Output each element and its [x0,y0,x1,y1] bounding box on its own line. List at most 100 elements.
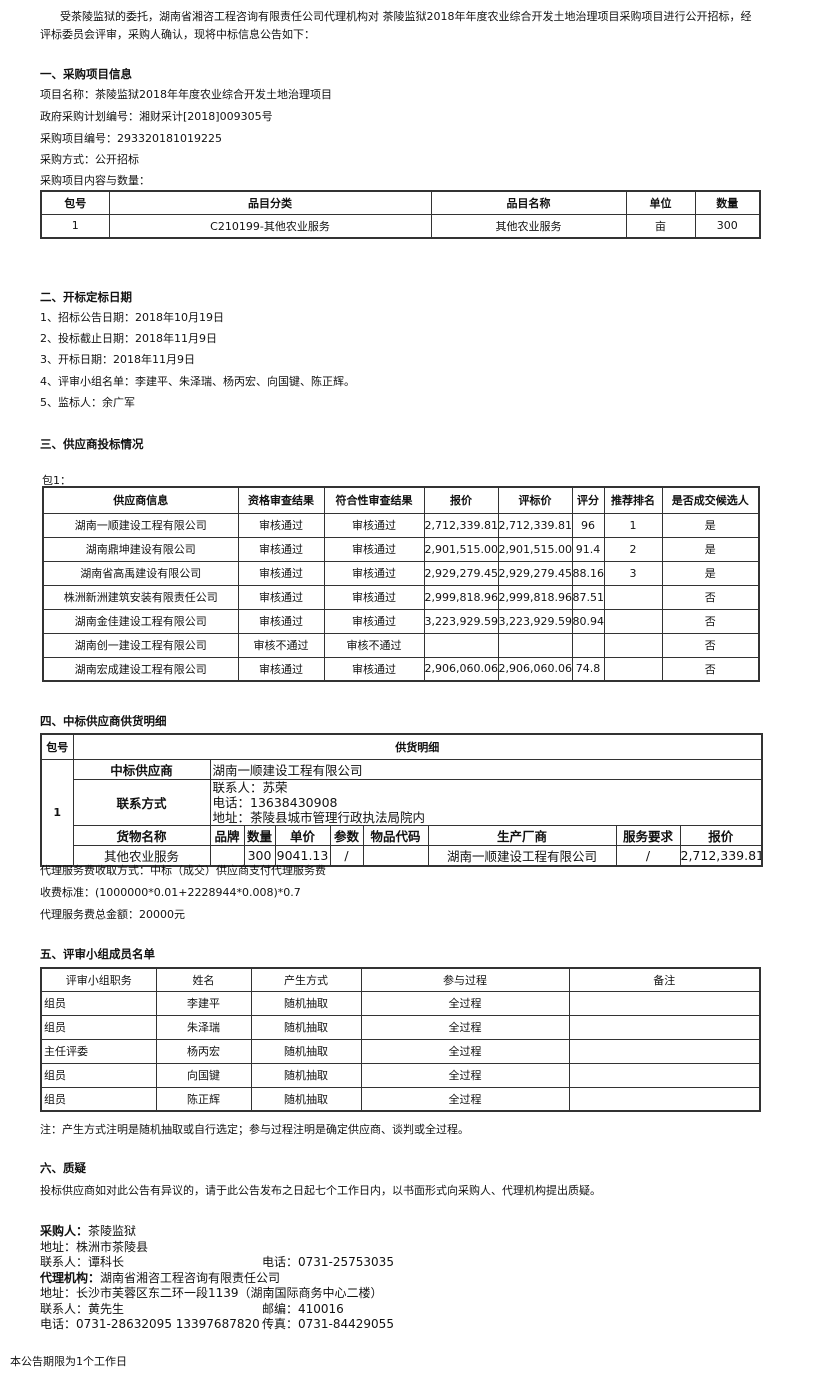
table-cell: 湖南省高禹建设有限公司 [42,560,239,586]
table-cell: 2,929,279.45 [497,560,573,586]
table-cell [568,1014,761,1040]
table-cell: 全过程 [360,990,570,1016]
footer-note: 本公告期限为1个工作日 [10,1355,127,1368]
table-cell: 陈正辉 [155,1086,252,1112]
table-cell: 随机抽取 [250,1062,362,1088]
table-cell: 组员 [40,1062,157,1088]
table-cell: 2,712,339.81 [497,512,573,538]
table-cell: 91.4 [571,536,605,562]
table-row: 湖南创一建设工程有限公司 审核不通过 审核不通过否 [42,632,760,658]
table-cell: 审核通过 [323,560,425,586]
table-cell: 随机抽取 [250,990,362,1016]
table-cell: 88.16 [571,560,605,586]
table-cell: 审核通过 [323,608,425,634]
table-row: 组员 向国键 随机抽取 全过程 [40,1062,761,1088]
table-cell: 2,901,515.00 [423,536,499,562]
panel-table: 评审小组职务 姓名 产生方式 参与过程 备注 组员 李建平 随机抽取 全过程 组员 朱泽瑞 随机抽取… [40,967,761,1112]
table-cell: 否 [661,584,760,610]
table-cell: 全过程 [360,1086,570,1112]
table-cell: 朱泽瑞 [155,1014,252,1040]
table-cell: 组员 [40,1014,157,1040]
table-header-row: 供应商信息 资格审查结果 符合性审查结果 报价 评标价 评分 推荐排名 是否成交候选人 [42,486,760,514]
table-cell: 审核通过 [237,656,325,682]
goods-header-row: 货物名称 品牌 数量 单价 参数 物品代码 生产厂商 服务要求 报价 [41,824,763,846]
fee-method: 代理服务费收取方式：中标（成交）供应商支付代理服务费 [40,864,326,877]
table-cell: 湖南鼎坤建设有限公司 [42,536,239,562]
table-row: 1 C210199-其他农业服务 其他农业服务亩 300 [40,213,761,239]
table-cell: 74.8 [571,656,605,682]
section-5-title: 五、评审小组成员名单 [40,947,155,961]
table-cell: 湖南宏成建设工程有限公司 [42,656,239,682]
table-cell: 96 [571,512,605,538]
section-4-title: 四、中标供应商供货明细 [40,714,167,728]
objection-text: 投标供应商如对此公告有异议的，请于此公告发布之日起七个工作日内，以书面形式向采购… [40,1184,601,1197]
section-6-title: 六、质疑 [40,1161,86,1175]
intro: 受茶陵监狱的委托，湖南省湘咨工程咨询有限责任公司代理机构对 茶陵监狱2018年年… [40,10,752,41]
table-row: 湖南省高禹建设有限公司 审核通过 审核通过 2,929,279.45 2,929,279… [42,560,760,586]
table-cell: 2,999,818.96 [423,584,499,610]
table-row: 组员 李建平 随机抽取 全过程 [40,990,761,1016]
project-number: 采购项目编号：293320181019225 [40,132,222,145]
fee-total: 代理服务费总金额：20000元 [40,908,185,921]
table-cell: 审核通过 [323,584,425,610]
table-cell: 组员 [40,1086,157,1112]
table-cell: 审核不通过 [237,632,325,658]
table-cell: 全过程 [360,1038,570,1064]
table-header-row: 评审小组职务 姓名 产生方式 参与过程 备注 [40,967,761,992]
table-cell: 株洲新洲建筑安装有限责任公司 [42,584,239,610]
table-cell: 是 [661,536,760,562]
table-cell: 审核通过 [237,512,325,538]
table-cell: 审核通过 [323,656,425,682]
table-cell: 2 [603,536,663,562]
procurement-method: 采购方式：公开招标 [40,153,139,166]
date-line: 2、投标截止日期：2018年11月9日 [40,332,217,345]
table-cell: 1 [603,512,663,538]
table-cell: 随机抽取 [250,1086,362,1112]
table-cell: 随机抽取 [250,1038,362,1064]
supervisor: 5、监标人：余广军 [40,396,135,409]
goods-row: 其他农业服务 300 9041.13/湖南一顺建设工程有限公司/2,712,339.… [41,844,763,866]
table-cell: 湖南金佳建设工程有限公司 [42,608,239,634]
table-cell [497,632,573,658]
table-cell: 随机抽取 [250,1014,362,1040]
table-cell: 2,999,818.96 [497,584,573,610]
plan-number: 政府采购计划编号：湘财采计[2018]009305号 [40,110,273,123]
table-cell: 审核通过 [237,536,325,562]
table-cell: 是 [661,512,760,538]
table-cell: 杨丙宏 [155,1038,252,1064]
contact-row: 联系方式 联系人：苏荣 电话：13638430908 地址：茶陵县城市管理行政执… [41,778,763,826]
table-cell: 审核通过 [237,560,325,586]
section-2-title: 二、开标定标日期 [40,290,132,304]
table-cell: 3 [603,560,663,586]
table-cell: 全过程 [360,1014,570,1040]
table-cell [568,1086,761,1112]
table-cell: 主任评委 [40,1038,157,1064]
table-cell: 审核通过 [323,536,425,562]
table-cell: 审核通过 [237,584,325,610]
items-table: 包号 品目分类 品目名称 单位 数量 1 C210199-其他农业服务 其他农业服务亩 300 [40,190,761,239]
table-cell: 审核不通过 [323,632,425,658]
table-row: 湖南鼎坤建设有限公司 审核通过 审核通过 2,901,515.00 2,901,515.… [42,536,760,562]
table-cell: 全过程 [360,1062,570,1088]
table-row: 湖南金佳建设工程有限公司 审核通过 审核通过 3,223,929.59 3,223,92… [42,608,760,634]
panel-list: 4、评审小组名单：李建平、朱泽瑞、杨丙宏、向国键、陈正辉。 [40,375,355,388]
table-cell: 2,906,060.06 [423,656,499,682]
table-cell: 否 [661,656,760,682]
bids-table: 供应商信息 资格审查结果 符合性审查结果 报价 评标价 评分 推荐排名 是否成交候选人 湖南一… [42,486,760,682]
table-cell: 2,906,060.06 [497,656,573,682]
fee-standard: 收费标准：(1000000*0.01+2228944*0.008)*0.7 [40,886,301,899]
table-cell: 是 [661,560,760,586]
table-cell: 否 [661,608,760,634]
table-row: 湖南宏成建设工程有限公司 审核通过 审核通过 2,906,060.06 2,906,06… [42,656,760,682]
table-row: 组员 朱泽瑞 随机抽取 全过程 [40,1014,761,1040]
contacts-block: 采购人：茶陵监狱 地址：株洲市茶陵县 联系人：谭科长 电话：0731-257530… [40,1224,394,1331]
project-name: 项目名称：茶陵监狱2018年年度农业综合开发土地治理项目 [40,88,332,101]
table-cell [423,632,499,658]
panel-note: 注：产生方式注明是随机抽取或自行选定；参与过程注明是确定供应商、谈判或全过程。 [40,1123,469,1136]
table-cell [568,990,761,1016]
table-cell: 向国键 [155,1062,252,1088]
content-label: 采购项目内容与数量： [40,174,150,187]
supply-table: 包号 供货明细 1 中标供应商 湖南一顺建设工程有限公司 联系方式 联系人：苏荣… [40,733,763,867]
table-row: 株洲新洲建筑安装有限责任公司 审核通过 审核通过 2,999,818.96 2,999,… [42,584,760,610]
table-cell: 审核通过 [237,608,325,634]
